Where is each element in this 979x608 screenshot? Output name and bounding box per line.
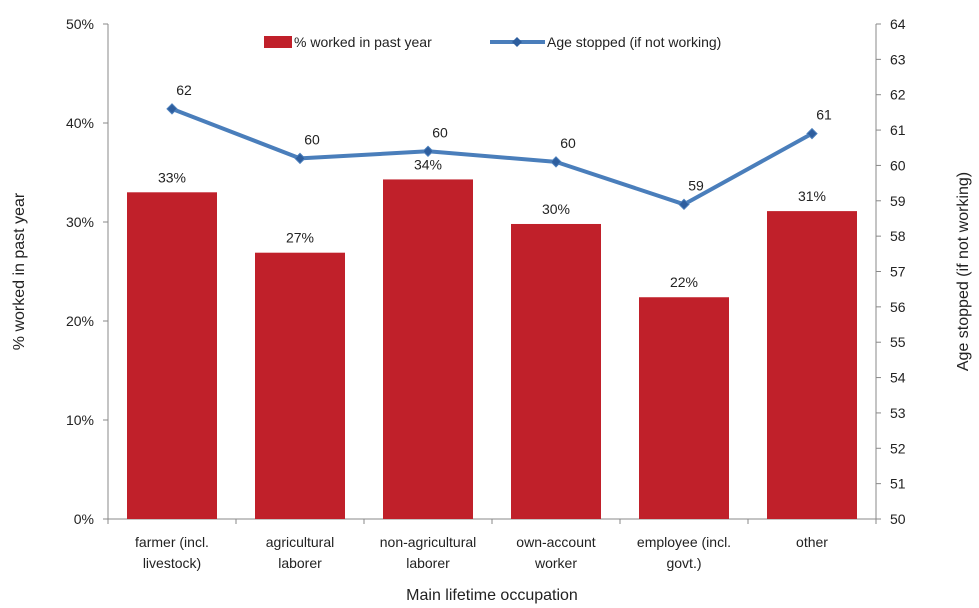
right-tick-label: 61 — [890, 122, 906, 138]
right-tick-label: 52 — [890, 440, 906, 456]
category-label: other — [796, 534, 828, 550]
legend-bar-swatch — [264, 36, 292, 48]
category-label: own-account worker — [516, 534, 595, 571]
category-label-line: other — [796, 534, 828, 550]
right-tick-label: 51 — [890, 476, 906, 492]
bar — [511, 223, 601, 520]
right-tick-label: 62 — [890, 87, 906, 103]
right-tick-label: 63 — [890, 51, 906, 67]
x-axis-title: Main lifetime occupation — [406, 587, 578, 604]
legend-line-label: Age stopped (if not working) — [547, 34, 721, 50]
right-tick-label: 60 — [890, 157, 906, 173]
category-label: non-agricultural laborer — [380, 534, 477, 571]
left-tick-label: 50% — [66, 16, 94, 32]
right-tick-label: 57 — [890, 264, 906, 280]
line-point — [678, 198, 690, 211]
category-label-line: agricultural — [266, 534, 334, 550]
bar — [383, 179, 473, 519]
left-tick-label: 30% — [66, 214, 94, 230]
right-tick-label: 59 — [890, 193, 906, 209]
bar-data-label: 34% — [414, 156, 442, 172]
bar — [767, 211, 857, 520]
right-tick-label: 53 — [890, 405, 906, 421]
line-data-label: 59 — [688, 177, 704, 193]
bar-data-label: 27% — [286, 230, 314, 246]
category-label-line: laborer — [406, 555, 450, 571]
y2-axis-title: Age stopped (if not working) — [955, 172, 972, 371]
line-data-label: 60 — [432, 124, 448, 140]
category-label-line: own-account — [516, 534, 595, 550]
category-label-line: livestock) — [143, 555, 201, 571]
line-point — [294, 152, 306, 165]
category-label: agricultural laborer — [266, 534, 334, 571]
category-label-line: employee (incl. — [637, 534, 731, 550]
line-data-label: 61 — [816, 107, 832, 123]
line-data-label: 62 — [176, 82, 192, 98]
category-label-line: worker — [534, 555, 577, 571]
y-axis-title: % worked in past year — [11, 192, 28, 350]
bar — [127, 192, 217, 520]
right-tick-label: 64 — [890, 16, 906, 32]
bar-data-label: 31% — [798, 188, 826, 204]
line-data-label: 60 — [560, 135, 576, 151]
right-tick-label: 50 — [890, 511, 906, 527]
bar-data-label: 22% — [670, 274, 698, 290]
category-label-line: non-agricultural — [380, 534, 477, 550]
bar-data-label: 33% — [158, 169, 186, 185]
legend-bar-label: % worked in past year — [294, 34, 432, 50]
category-label-line: govt.) — [666, 555, 701, 571]
category-label-line: farmer (incl. — [135, 534, 209, 550]
category-label: farmer (incl. livestock) — [135, 534, 209, 571]
line-series — [171, 106, 813, 207]
category-label: employee (incl. govt.) — [637, 534, 731, 571]
left-tick-label: 0% — [74, 511, 94, 527]
line-point — [550, 156, 562, 168]
bar — [255, 252, 345, 519]
right-tick-label: 58 — [890, 228, 906, 244]
left-tick-label: 10% — [66, 412, 94, 428]
legend-line-marker — [512, 37, 522, 47]
line-point — [422, 145, 434, 157]
line-point — [806, 127, 818, 140]
right-tick-label: 55 — [890, 334, 906, 350]
bar-data-label: 30% — [542, 201, 570, 217]
right-tick-label: 56 — [890, 299, 906, 315]
category-label-line: laborer — [278, 555, 322, 571]
line-point — [166, 103, 178, 115]
left-tick-label: 40% — [66, 115, 94, 131]
right-tick-label: 54 — [890, 370, 906, 386]
line-data-label: 60 — [304, 131, 320, 147]
bar — [639, 297, 729, 519]
left-tick-label: 20% — [66, 313, 94, 329]
